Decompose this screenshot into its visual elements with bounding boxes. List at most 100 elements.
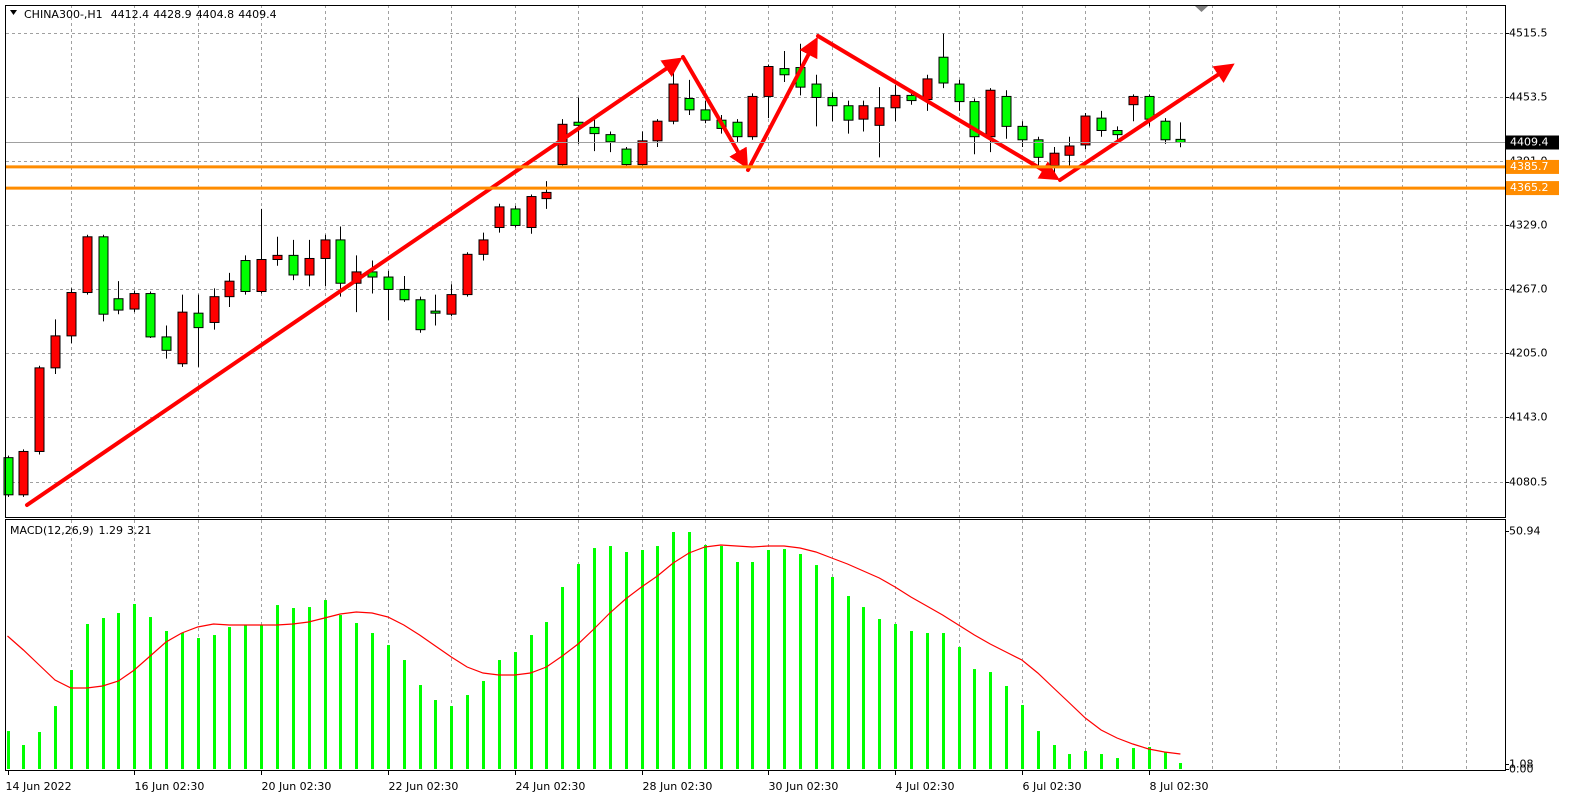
macd-bar: [1132, 748, 1135, 770]
macd-bar: [847, 596, 850, 770]
overlay-layer: 4515.54453.54391.04329.04267.04205.04143…: [6, 27, 1559, 793]
candle-body: [811, 83, 822, 98]
macd-bar: [641, 549, 644, 770]
x-tick-label: 14 Jun 2022: [6, 780, 72, 793]
menu-triangle[interactable]: [10, 10, 17, 15]
candle-body: [177, 311, 188, 365]
candle-body: [446, 294, 457, 315]
macd-bar: [22, 745, 25, 770]
candle-body: [1017, 125, 1028, 141]
candle-body: [240, 260, 251, 292]
macd-bar: [86, 623, 89, 770]
candle-body: [985, 89, 996, 138]
low-value: 4404.8: [196, 8, 235, 21]
macd-header: MACD(12,26,9) 1.29 3.21: [10, 524, 152, 537]
candle-body: [335, 239, 346, 284]
macd-bar: [1179, 762, 1182, 770]
macd-bar: [593, 548, 596, 770]
macd-bar: [213, 635, 216, 770]
candle-body: [383, 276, 394, 290]
candle-body: [462, 253, 473, 296]
candle-body: [954, 83, 965, 103]
macd-bar: [228, 627, 231, 770]
arrow: [816, 34, 1060, 181]
candle-body: [288, 254, 299, 276]
macd-bar: [1068, 754, 1071, 770]
candle-body: [1001, 95, 1012, 127]
grid-layer: [6, 5, 1505, 770]
macd-bar: [704, 544, 707, 770]
macd-bar: [815, 565, 818, 770]
macd-bar: [1148, 747, 1151, 770]
macd-bar: [165, 631, 168, 770]
candle-body: [18, 450, 29, 496]
candle-body: [890, 94, 901, 109]
y-tick-label: 4515.5: [1509, 27, 1548, 40]
candle-body: [874, 107, 885, 126]
macd-bar: [862, 607, 865, 770]
candle-body: [969, 101, 980, 138]
candle-body: [209, 296, 220, 323]
macd-bar: [736, 562, 739, 770]
macd-bar: [149, 617, 152, 770]
macd-bar: [308, 607, 311, 770]
candle-body: [763, 66, 774, 97]
macd-bar: [989, 672, 992, 770]
candle-body: [526, 196, 537, 229]
candle-body: [747, 95, 758, 138]
candle-body: [1144, 95, 1155, 120]
candle-body: [430, 310, 441, 314]
close-value: 4409.4: [238, 8, 277, 21]
candle-body: [732, 121, 743, 138]
level-label: 4365.2: [1510, 181, 1549, 194]
macd-bar: [371, 633, 374, 770]
main-panel-border: [5, 5, 1506, 518]
candle-body: [193, 312, 204, 329]
level-box: [1506, 159, 1559, 174]
candle-body: [779, 68, 790, 76]
candle-body: [34, 367, 45, 452]
macd-bar: [577, 564, 580, 770]
y-tick-label: 4453.5: [1509, 91, 1548, 104]
candle-body: [50, 335, 61, 369]
candle-body: [145, 293, 156, 338]
macd-bar: [387, 645, 390, 770]
candle-body: [256, 259, 267, 292]
macd-bar: [688, 532, 691, 770]
macd-bar: [197, 638, 200, 770]
candle-body: [858, 105, 869, 120]
candle-body: [66, 292, 77, 337]
macd-bar: [54, 706, 57, 770]
candle-body: [1112, 129, 1123, 136]
candle-body: [1080, 115, 1091, 146]
signal-value: 3.21: [127, 524, 152, 537]
macd-bar: [181, 633, 184, 770]
candle-body: [637, 140, 648, 166]
macd-bar: [339, 615, 342, 770]
candle-body: [320, 239, 331, 259]
candle-body: [621, 148, 632, 166]
candle-body: [129, 293, 140, 310]
x-tick-label: 24 Jun 02:30: [516, 780, 586, 793]
macd-bar: [1164, 752, 1167, 770]
candle-body: [1096, 117, 1107, 131]
x-tick-label: 16 Jun 02:30: [135, 780, 205, 793]
macd-bar: [751, 562, 754, 770]
macd-bar: [530, 635, 533, 770]
macd-bar: [973, 669, 976, 770]
candle-body: [1049, 152, 1060, 167]
candle-body: [304, 257, 315, 276]
macd-bar: [942, 633, 945, 770]
high-value: 4428.9: [153, 8, 192, 21]
chart-header: CHINA300-,H1 4412.4 4428.9 4404.8 4409.4: [24, 8, 277, 21]
candle-body: [161, 336, 172, 351]
y-tick-label: 4267.0: [1509, 283, 1548, 296]
level-box: [1506, 181, 1559, 196]
macd-bar: [276, 605, 279, 770]
candle-body: [938, 56, 949, 84]
x-tick-label: 22 Jun 02:30: [389, 780, 459, 793]
macd-bar: [1100, 754, 1103, 770]
trend-arrows: [25, 34, 1235, 507]
macd-bar: [1037, 731, 1040, 770]
